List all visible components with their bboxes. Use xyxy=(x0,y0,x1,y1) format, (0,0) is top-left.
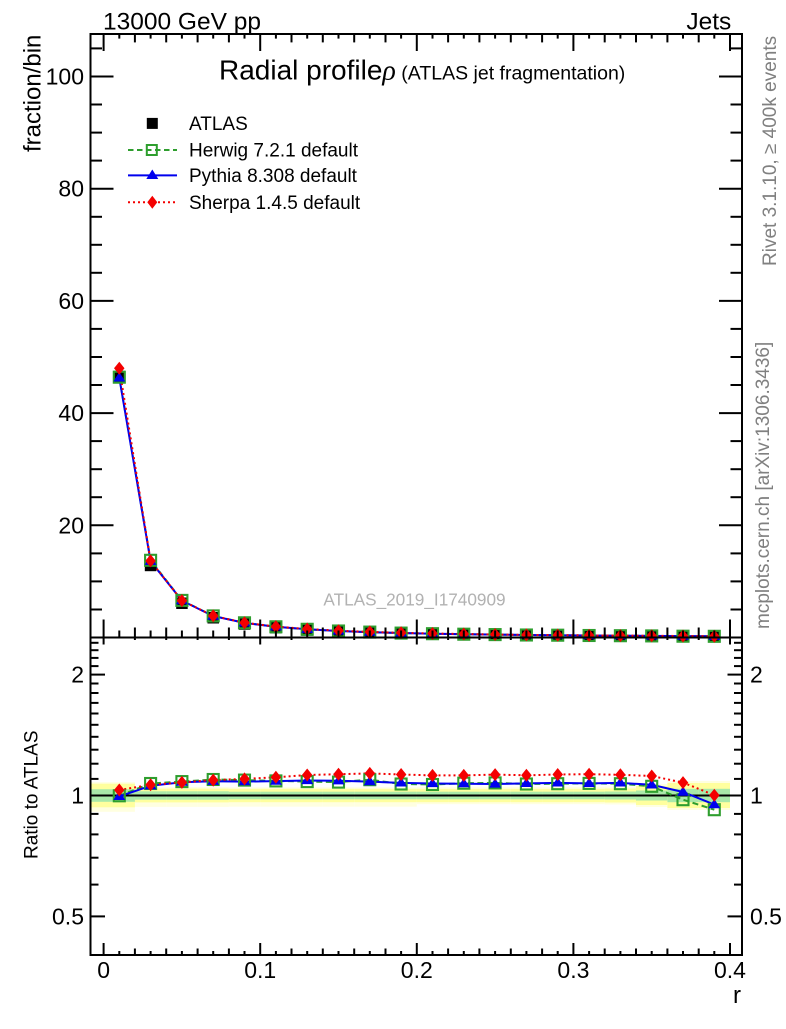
svg-text:60: 60 xyxy=(58,288,84,314)
svg-text:20: 20 xyxy=(58,512,84,538)
svg-text:ATLAS: ATLAS xyxy=(189,114,248,135)
svg-text:Pythia 8.308 default: Pythia 8.308 default xyxy=(189,166,358,187)
svg-text:0: 0 xyxy=(97,957,110,983)
svg-text:Herwig 7.2.1 default: Herwig 7.2.1 default xyxy=(189,141,359,162)
svg-text:2: 2 xyxy=(750,662,763,688)
svg-text:0.5: 0.5 xyxy=(750,903,782,929)
svg-text:mcplots.cern.ch [arXiv:1306.34: mcplots.cern.ch [arXiv:1306.3436] xyxy=(753,342,774,629)
svg-text:ATLAS_2019_I1740909: ATLAS_2019_I1740909 xyxy=(323,590,505,610)
svg-text:r: r xyxy=(733,982,741,1009)
svg-text:0.5: 0.5 xyxy=(52,903,84,929)
svg-text:80: 80 xyxy=(58,176,84,202)
svg-text:13000 GeV pp: 13000 GeV pp xyxy=(103,8,261,35)
svg-text:Rivet 3.1.10, ≥ 400k events: Rivet 3.1.10, ≥ 400k events xyxy=(760,36,781,266)
svg-text:Ratio to ATLAS: Ratio to ATLAS xyxy=(22,731,43,860)
svg-text:0.4: 0.4 xyxy=(714,957,746,983)
svg-text:2: 2 xyxy=(71,662,84,688)
svg-text:fraction/bin: fraction/bin xyxy=(20,35,47,152)
svg-text:100: 100 xyxy=(46,64,84,90)
svg-text:1: 1 xyxy=(71,783,84,809)
svg-text:Sherpa 1.4.5 default: Sherpa 1.4.5 default xyxy=(189,193,361,214)
svg-text:0.3: 0.3 xyxy=(557,957,589,983)
svg-text:1: 1 xyxy=(750,783,763,809)
svg-text:0.1: 0.1 xyxy=(244,957,276,983)
svg-text:0.2: 0.2 xyxy=(401,957,433,983)
svg-text:Jets: Jets xyxy=(686,8,731,35)
svg-text:40: 40 xyxy=(58,400,84,426)
